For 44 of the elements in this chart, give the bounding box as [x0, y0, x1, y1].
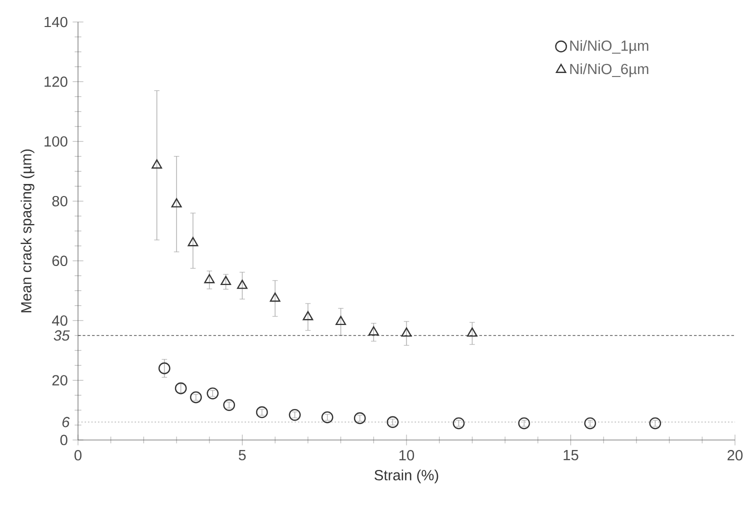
- point: [171, 198, 182, 208]
- point: [152, 159, 162, 169]
- point: [466, 327, 478, 337]
- point: [302, 311, 314, 320]
- x-tick-label: 20: [728, 450, 743, 460]
- ref-line-label: 6: [62, 416, 70, 428]
- y-tick-label: 20: [52, 375, 68, 386]
- point: [386, 416, 399, 428]
- point: [584, 417, 596, 430]
- x-tick-label: 5: [238, 450, 246, 460]
- point: [452, 417, 465, 430]
- point: [401, 327, 412, 337]
- point: [204, 274, 215, 284]
- point: [158, 362, 170, 374]
- y-tick-label: 80: [52, 196, 68, 206]
- x-axis-title: Strain (%): [374, 470, 438, 484]
- y-tick-label: 100: [44, 136, 68, 147]
- ref-line-label: 35: [54, 330, 70, 341]
- point: [649, 417, 662, 430]
- point: [223, 399, 236, 411]
- point: [354, 412, 366, 424]
- point: [188, 237, 198, 246]
- point: [206, 387, 219, 400]
- point: [321, 411, 334, 424]
- point: [256, 406, 268, 418]
- point: [368, 326, 379, 336]
- point: [190, 391, 202, 404]
- x-tick-label: 10: [399, 450, 414, 460]
- point: [336, 316, 346, 326]
- point: [288, 408, 301, 421]
- y-tick-label: 140: [44, 16, 68, 28]
- point: [270, 292, 280, 302]
- x-tick-label: 15: [564, 450, 578, 460]
- y-tick-label: 0: [60, 434, 68, 446]
- y-tick-label: 40: [52, 315, 68, 326]
- x-tick-label: 0: [74, 450, 82, 460]
- y-tick-label: 60: [52, 256, 68, 266]
- point: [174, 382, 187, 394]
- legend-label: Ni/NiO_1µm: [570, 40, 648, 54]
- point: [237, 280, 248, 289]
- point: [518, 417, 530, 430]
- y-axis-title: Mean crack spacing (µm): [20, 149, 34, 312]
- legend-label: Ni/NiO_6µm: [570, 63, 648, 78]
- y-tick-label: 120: [44, 76, 68, 87]
